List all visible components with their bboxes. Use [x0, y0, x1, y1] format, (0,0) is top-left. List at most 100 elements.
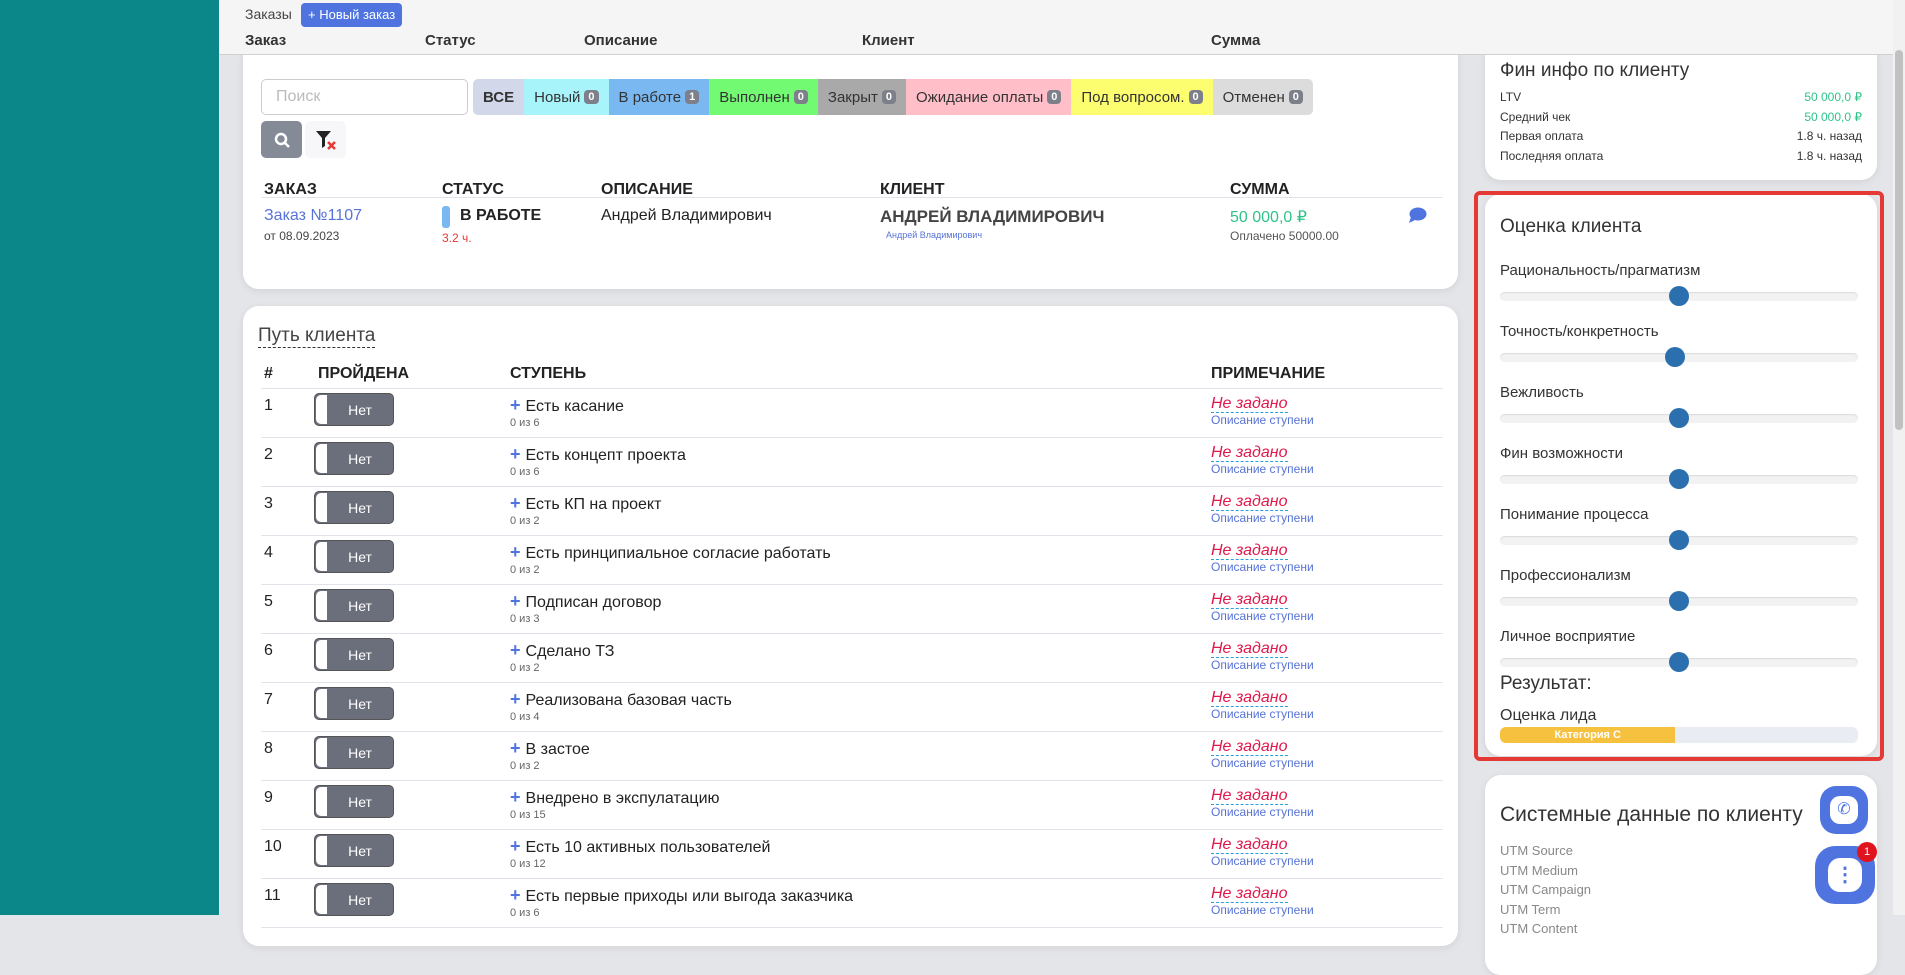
slider-thumb[interactable] [1669, 652, 1689, 672]
add-icon[interactable]: + [510, 738, 526, 758]
rating-slider[interactable] [1500, 591, 1858, 611]
order-link[interactable]: Заказ №1107 [264, 207, 362, 224]
passed-toggle[interactable]: Нет [314, 883, 394, 916]
add-icon[interactable]: + [510, 444, 526, 464]
step-description-link[interactable]: Описание ступени [1211, 805, 1314, 819]
col-order[interactable]: Заказ [245, 32, 287, 49]
add-icon[interactable]: + [510, 640, 526, 660]
passed-toggle[interactable]: Нет [314, 442, 394, 475]
note-value[interactable]: Не задано [1211, 444, 1288, 462]
step-description-link[interactable]: Описание ступени [1211, 707, 1314, 721]
col-status[interactable]: Статус [425, 32, 476, 49]
scrollbar-thumb[interactable] [1895, 50, 1903, 430]
divider [261, 388, 1443, 389]
passed-toggle[interactable]: Нет [314, 638, 394, 671]
add-icon[interactable]: + [510, 689, 526, 709]
add-icon[interactable]: + [510, 836, 526, 856]
note-value[interactable]: Не задано [1211, 542, 1288, 560]
tab-label: Ожидание оплаты [916, 88, 1044, 106]
path-title[interactable]: Путь клиента [258, 325, 376, 348]
status-tab[interactable]: Под вопросом. 0 [1071, 79, 1213, 115]
add-icon[interactable]: + [510, 787, 526, 807]
status-tab[interactable]: В работе 1 [608, 79, 710, 115]
note-value[interactable]: Не задано [1211, 787, 1288, 805]
passed-toggle[interactable]: Нет [314, 540, 394, 573]
status-tab[interactable]: Новый 0 [524, 79, 609, 115]
step-description-link[interactable]: Описание ступени [1211, 756, 1314, 770]
rating-slider[interactable] [1500, 652, 1858, 672]
search-input[interactable]: Поиск [261, 79, 468, 115]
note-value[interactable]: Не задано [1211, 640, 1288, 658]
step-description-link[interactable]: Описание ступени [1211, 511, 1314, 525]
th-description: ОПИСАНИЕ [601, 181, 693, 198]
status-tab[interactable]: Закрыт 0 [817, 79, 906, 115]
toggle-knob [316, 836, 327, 865]
toggle-label: Нет [348, 500, 372, 516]
slider-label: Точность/конкретность [1500, 323, 1659, 340]
fin-row: Средний чек 50 000,0 ₽ [1500, 110, 1862, 124]
tab-count: 1 [685, 90, 700, 104]
status-tab[interactable]: ВСЕ [473, 79, 525, 115]
client-sub[interactable]: Андрей Владимирович [886, 230, 983, 240]
step-description-link[interactable]: Описание ступени [1211, 903, 1314, 917]
passed-toggle[interactable]: Нет [314, 491, 394, 524]
call-widget-button[interactable]: ✆ [1820, 786, 1868, 834]
note-value[interactable]: Не задано [1211, 689, 1288, 707]
step-description-link[interactable]: Описание ступени [1211, 413, 1314, 427]
add-icon[interactable]: + [510, 591, 526, 611]
chat-widget-button[interactable]: ⋮ 1 [1815, 842, 1877, 904]
add-icon[interactable]: + [510, 542, 526, 562]
step-description-link[interactable]: Описание ступени [1211, 854, 1314, 868]
add-icon[interactable]: + [510, 493, 526, 513]
comment-icon[interactable] [1409, 207, 1427, 223]
passed-toggle[interactable]: Нет [314, 687, 394, 720]
note-cell: Не задано Описание ступени [1211, 493, 1314, 525]
step-description-link[interactable]: Описание ступени [1211, 609, 1314, 623]
step-row: 1 Нет + Есть касание 0 из 6 Не задано Описани… [261, 389, 1443, 438]
rating-slider[interactable] [1500, 408, 1858, 428]
search-button[interactable] [261, 121, 302, 158]
step-row: 3 Нет + Есть КП на проект 0 из 2 Не задано Оп… [261, 487, 1443, 536]
fin-row: Последняя оплата 1.8 ч. назад [1500, 149, 1862, 163]
note-value[interactable]: Не задано [1211, 738, 1288, 756]
add-icon[interactable]: + [510, 885, 526, 905]
new-order-button[interactable]: + Новый заказ [301, 3, 403, 27]
step-description-link[interactable]: Описание ступени [1211, 560, 1314, 574]
clear-filter-button[interactable] [305, 121, 346, 158]
passed-toggle[interactable]: Нет [314, 834, 394, 867]
slider-thumb[interactable] [1669, 286, 1689, 306]
status-tab[interactable]: Отменен 0 [1212, 79, 1313, 115]
rating-slider[interactable] [1500, 469, 1858, 489]
sidebar [0, 0, 219, 915]
status-tab[interactable]: Ожидание оплаты 0 [906, 79, 1072, 115]
slider-thumb[interactable] [1665, 347, 1686, 367]
step-description-link[interactable]: Описание ступени [1211, 658, 1314, 672]
rating-slider[interactable] [1500, 530, 1858, 550]
slider-thumb[interactable] [1669, 469, 1689, 489]
note-value[interactable]: Не задано [1211, 836, 1288, 854]
status-tab[interactable]: Выполнен 0 [709, 79, 818, 115]
slider-thumb[interactable] [1669, 591, 1689, 611]
step-description-link[interactable]: Описание ступени [1211, 462, 1314, 476]
add-icon[interactable]: + [510, 395, 526, 415]
passed-toggle[interactable]: Нет [314, 736, 394, 769]
slider-thumb[interactable] [1669, 408, 1689, 428]
slider-thumb[interactable] [1669, 530, 1689, 550]
note-value[interactable]: Не задано [1211, 885, 1288, 903]
passed-toggle[interactable]: Нет [314, 393, 394, 426]
note-value[interactable]: Не задано [1211, 395, 1288, 413]
passed-toggle[interactable]: Нет [314, 785, 394, 818]
client-name[interactable]: АНДРЕЙ ВЛАДИМИРОВИЧ [880, 207, 1105, 226]
step-name: Есть принципиальное согласие работать [525, 545, 831, 562]
col-client[interactable]: Клиент [862, 32, 915, 49]
col-description[interactable]: Описание [584, 32, 658, 49]
col-sum[interactable]: Сумма [1211, 32, 1261, 49]
scrollbar[interactable] [1893, 0, 1905, 915]
toggle-label: Нет [348, 794, 372, 810]
passed-toggle[interactable]: Нет [314, 589, 394, 622]
rating-slider[interactable] [1500, 347, 1858, 367]
status-tabs: ВСЕ Новый 0 В работе 1 Выполнен 0 Закрыт 0 Ожидан… [473, 79, 1313, 115]
note-value[interactable]: Не задано [1211, 493, 1288, 511]
note-value[interactable]: Не задано [1211, 591, 1288, 609]
rating-slider[interactable] [1500, 286, 1858, 306]
